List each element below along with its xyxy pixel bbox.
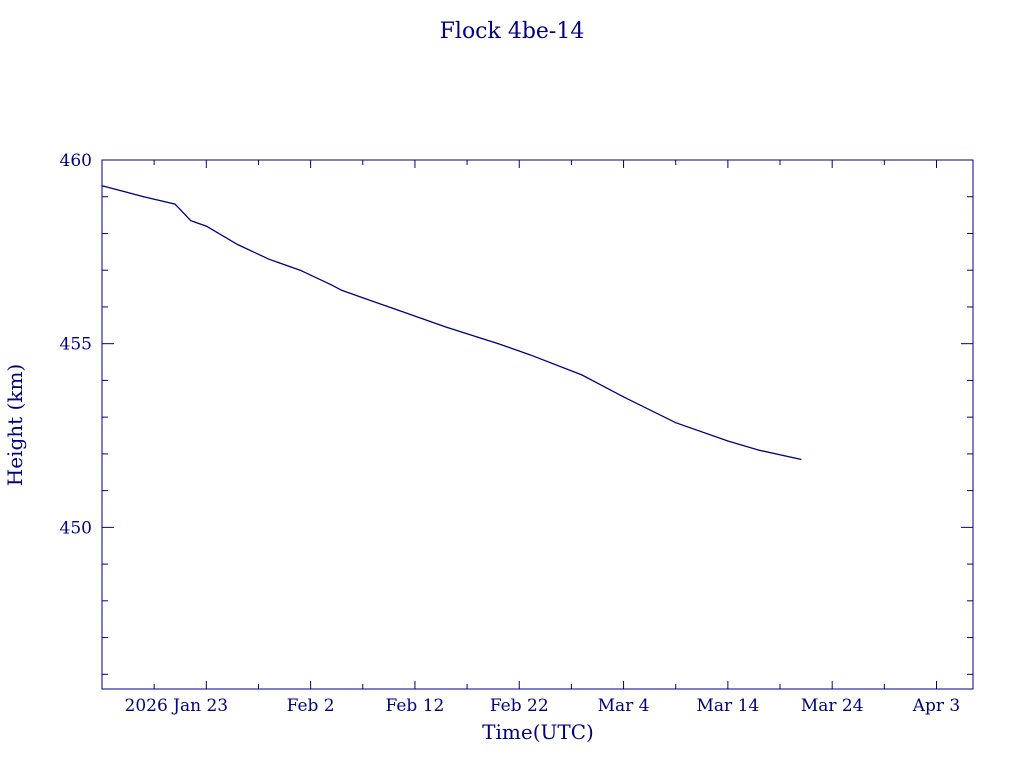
data-point xyxy=(205,225,207,227)
data-point xyxy=(393,308,395,310)
data-point xyxy=(299,269,301,271)
data-point xyxy=(758,449,760,451)
x-tick-label: Mar 14 xyxy=(697,696,760,716)
chart-title: Flock 4be-14 xyxy=(440,19,585,44)
data-point xyxy=(497,343,499,345)
y-axis-label: Height (km) xyxy=(3,364,27,486)
x-tick-label: Mar 24 xyxy=(801,696,864,716)
data-point xyxy=(237,243,239,246)
data-point xyxy=(727,440,729,442)
data-point xyxy=(190,220,192,222)
x-axis-label: Time(UTC) xyxy=(482,720,594,744)
plot-frame xyxy=(101,159,974,690)
x-tick-label: Apr 3 xyxy=(912,696,961,716)
data-point xyxy=(581,374,583,376)
data-point xyxy=(143,196,145,198)
x-tick-label: Feb 22 xyxy=(490,696,549,716)
x-tick-label: Mar 4 xyxy=(598,696,650,716)
data-point xyxy=(195,221,197,224)
x-tick-label: Feb 2 xyxy=(287,696,335,716)
data-point xyxy=(268,258,270,260)
x-tick-label: Feb 12 xyxy=(386,696,445,716)
data-point xyxy=(623,396,625,398)
data-point xyxy=(101,185,103,187)
data-point xyxy=(445,326,447,328)
x-tick-label: 2026 Jan 23 xyxy=(125,696,229,716)
data-point xyxy=(330,284,333,286)
y-tick-label: 460 xyxy=(60,151,92,171)
data-point xyxy=(675,422,677,424)
data-point xyxy=(341,289,343,291)
series-line xyxy=(101,185,802,461)
data-point xyxy=(800,458,802,460)
data-point xyxy=(529,354,531,356)
y-tick-label: 455 xyxy=(60,335,92,355)
data-point xyxy=(278,262,280,264)
y-tick-label: 450 xyxy=(60,518,92,538)
data-point xyxy=(174,203,176,205)
